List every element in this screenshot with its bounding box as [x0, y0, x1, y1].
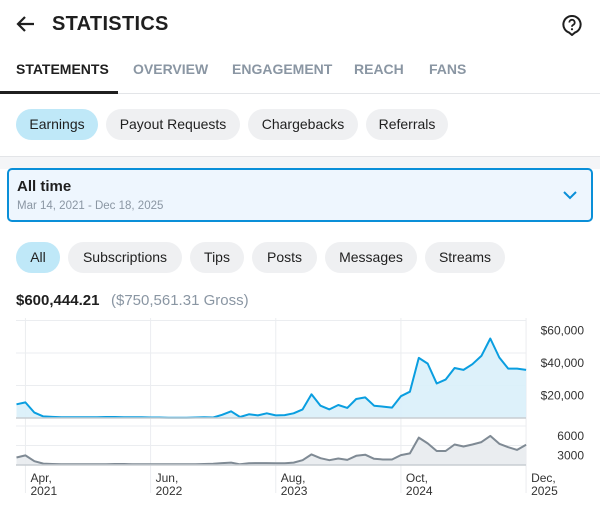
filter-posts[interactable]: Posts	[252, 242, 317, 273]
arrow-left-icon	[16, 16, 34, 32]
filter-subscriptions[interactable]: Subscriptions	[68, 242, 182, 273]
chip-chargebacks[interactable]: Chargebacks	[248, 109, 358, 140]
y-tick-label: $20,000	[541, 389, 585, 403]
series-line	[16, 337, 527, 419]
tab-engagement[interactable]: ENGAGEMENT	[232, 61, 333, 77]
help-circle-icon	[562, 14, 582, 37]
x-tick-label: Apr,	[30, 471, 51, 485]
series-area	[16, 435, 527, 465]
chip-referrals[interactable]: Referrals	[366, 109, 448, 140]
active-tab-indicator	[0, 91, 118, 94]
x-tick-label: Jun,	[156, 471, 179, 485]
tab-overview[interactable]: OVERVIEW	[133, 61, 209, 77]
back-button[interactable]	[14, 12, 40, 38]
gross-total: ($750,561.31 Gross)	[111, 292, 249, 309]
date-range-title: All time	[17, 178, 72, 195]
x-tick-label: Dec,	[531, 471, 556, 485]
tab-divider	[0, 93, 600, 94]
x-tick-label: 2024	[406, 484, 433, 498]
net-total: $600,444.21	[16, 292, 100, 309]
y-tick-label: 3000	[557, 449, 584, 463]
date-range-select[interactable]: All time Mar 14, 2021 - Dec 18, 2025	[7, 168, 593, 222]
help-button[interactable]	[561, 14, 583, 37]
x-tick-label: Aug,	[281, 471, 306, 485]
y-tick-label: $60,000	[541, 324, 585, 338]
x-tick-label: 2025	[531, 484, 558, 498]
x-tick-label: Oct,	[406, 471, 428, 485]
section-divider	[0, 156, 600, 169]
earnings-chart: Apr,2021 Jun,2022 Aug,2023 Oct,2024 Dec,2025…	[16, 318, 585, 498]
filter-messages[interactable]: Messages	[325, 242, 417, 273]
filter-all[interactable]: All	[16, 242, 60, 273]
filter-tips[interactable]: Tips	[190, 242, 244, 273]
x-tick-label: 2023	[281, 484, 308, 498]
chip-earnings[interactable]: Earnings	[16, 109, 98, 140]
tab-statements[interactable]: STATEMENTS	[16, 61, 109, 77]
chip-payout-requests[interactable]: Payout Requests	[106, 109, 240, 140]
chevron-down-icon	[563, 191, 577, 200]
y-tick-label: $40,000	[541, 356, 585, 370]
date-range-subtitle: Mar 14, 2021 - Dec 18, 2025	[17, 200, 164, 212]
series-line	[16, 434, 527, 466]
x-tick-label: 2021	[30, 484, 57, 498]
page-title: STATISTICS	[52, 13, 169, 35]
series-area	[16, 338, 527, 418]
x-tick-label: 2022	[156, 484, 183, 498]
y-tick-label: 6000	[557, 429, 584, 443]
tab-fans[interactable]: FANS	[429, 61, 467, 77]
tab-reach[interactable]: REACH	[354, 61, 404, 77]
filter-streams[interactable]: Streams	[425, 242, 505, 273]
